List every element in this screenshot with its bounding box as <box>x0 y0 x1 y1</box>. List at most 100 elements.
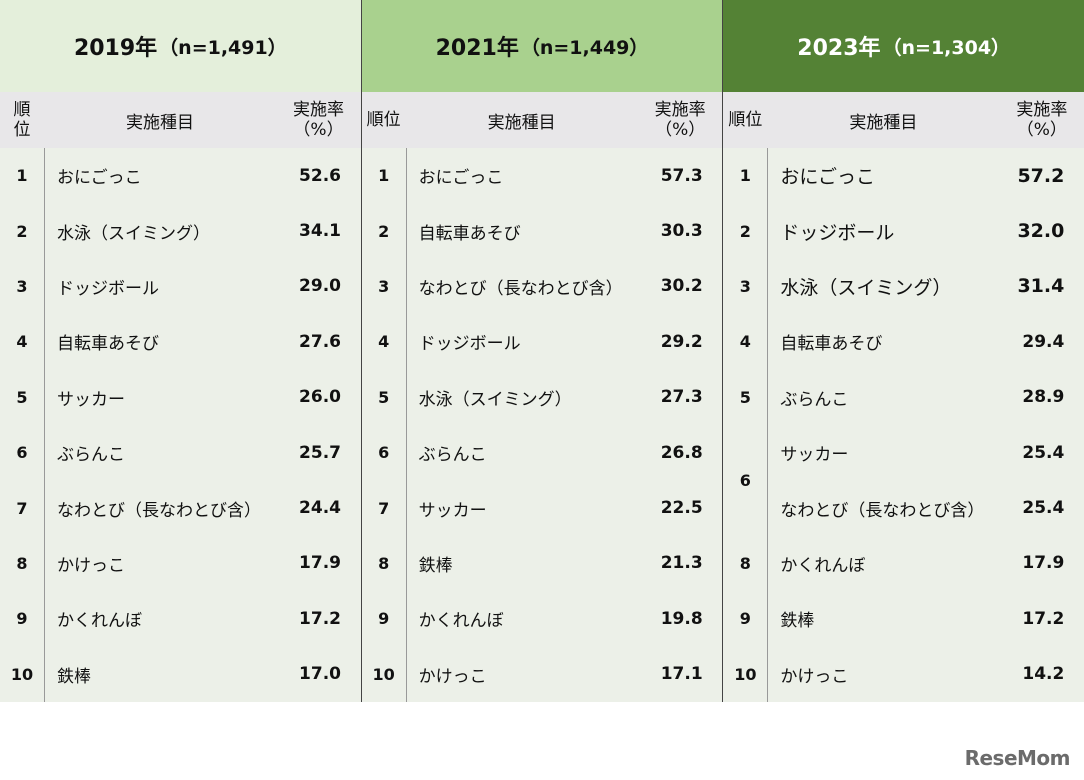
rank-cell: 5 <box>378 387 390 407</box>
rank-cell: 8 <box>16 553 28 573</box>
rate-cell: 17.9 <box>299 553 341 574</box>
rank-cell: 2 <box>378 221 390 241</box>
rank-cell: 4 <box>16 332 28 352</box>
item-cell: 鉄棒 <box>418 555 453 576</box>
table-row: 5 水泳（スイミング） 27.3 <box>362 370 723 425</box>
table-row: 7 サッカー 22.5 <box>362 480 723 535</box>
table-body: 1 おにごっこ 57.3 2 自転車あそび 30.3 3 なわとび（長なわとび含） 30.2 4 ド… <box>361 148 723 702</box>
rank-cell: 3 <box>739 276 751 296</box>
rate-cell: 17.0 <box>299 664 341 685</box>
table-row: 2 水泳（スイミング） 34.1 <box>0 203 361 258</box>
rank-cell: 9 <box>378 609 390 629</box>
item-cell: なわとび（長なわとび含） <box>57 500 261 521</box>
table-row: 7 なわとび（長なわとび含） 24.4 <box>0 480 361 535</box>
panel-2021: 2021年 （n=1,449） 順位 実施種目 実施率 （%） 1 おにごっこ 57.3… <box>360 0 723 702</box>
rate-cell: 32.0 <box>1017 220 1065 243</box>
item-cell: 水泳（スイミング） <box>57 223 210 244</box>
rate-cell: 29.0 <box>299 276 341 297</box>
rate-cell: 57.3 <box>660 165 703 186</box>
rate-cell: 25.4 <box>1022 442 1065 463</box>
rate-cell: 19.8 <box>660 608 703 629</box>
item-header: 実施種目 <box>126 112 194 133</box>
item-cell: サッカー <box>780 445 849 466</box>
table-row: サッカー 25.4 <box>723 425 1084 480</box>
rate-cell: 34.1 <box>299 221 341 242</box>
rank-cell: 9 <box>16 609 28 629</box>
table-row: なわとび（長なわとび含） 25.4 <box>723 480 1084 535</box>
rank-cell: 5 <box>16 387 28 407</box>
table-row: 1 おにごっこ 57.3 <box>362 148 723 203</box>
item-cell: ドッジボール <box>57 278 159 299</box>
panel-2019: 2019年 （n=1,491） 順位 実施種目 実施率 （%） 1 おにごっこ 52.6… <box>0 0 361 702</box>
table-row: 3 水泳（スイミング） 31.4 <box>723 259 1084 314</box>
rank-cell: 10 <box>10 664 34 684</box>
table-row: 10 かけっこ 17.1 <box>362 647 723 702</box>
table-row: 8 かけっこ 17.9 <box>0 536 361 591</box>
rate-header: 実施率 （%） <box>1016 100 1068 140</box>
rate-cell: 21.3 <box>660 553 703 574</box>
table-row: 9 かくれんぼ 17.2 <box>0 591 361 646</box>
rank-header: 順位 <box>13 100 31 140</box>
item-cell: ぶらんこ <box>57 445 125 466</box>
rank-cell: 8 <box>378 553 390 573</box>
rank-cell: 5 <box>739 387 751 407</box>
item-cell: おにごっこ <box>57 168 142 189</box>
rate-cell: 25.4 <box>1022 498 1065 519</box>
rate-cell: 57.2 <box>1017 164 1065 187</box>
rank-cell: 10 <box>734 664 757 684</box>
item-cell: かけっこ <box>418 666 487 687</box>
rate-cell: 29.4 <box>1022 331 1065 352</box>
rank-cell: 4 <box>378 332 390 352</box>
year-label: 2021年 <box>435 36 519 61</box>
rate-cell: 14.2 <box>1022 664 1065 685</box>
table-row: 8 鉄棒 21.3 <box>362 536 723 591</box>
table-row: 9 かくれんぼ 19.8 <box>362 591 723 646</box>
item-cell: ドッジボール <box>418 334 521 355</box>
rate-cell: 52.6 <box>299 165 341 186</box>
item-cell: おにごっこ <box>780 166 875 189</box>
rank-cell-merged: 6 <box>739 470 751 490</box>
rate-cell: 17.2 <box>299 608 341 629</box>
rank-cell: 1 <box>739 166 751 186</box>
rate-header: 実施率 （%） <box>293 100 344 140</box>
table-row: 6 ぶらんこ 25.7 <box>0 425 361 480</box>
rate-cell: 26.0 <box>299 387 341 408</box>
rate-cell: 30.2 <box>660 276 703 297</box>
rank-cell: 3 <box>16 276 28 296</box>
column-header: 順位 実施種目 実施率 （%） <box>0 92 361 148</box>
column-header: 順位 実施種目 実施率 （%） <box>361 92 723 148</box>
rank-header: 順位 <box>728 110 763 130</box>
rank-cell: 8 <box>739 553 751 573</box>
rate-cell: 27.6 <box>299 331 341 352</box>
item-cell: 水泳（スイミング） <box>418 389 572 410</box>
rank-cell: 1 <box>16 166 28 186</box>
rate-cell: 24.4 <box>299 498 341 519</box>
rate-cell: 29.2 <box>660 331 703 352</box>
rank-cell: 6 <box>378 443 390 463</box>
item-cell: サッカー <box>57 389 125 410</box>
rate-cell: 17.9 <box>1022 553 1065 574</box>
table-row: 4 ドッジボール 29.2 <box>362 314 723 369</box>
table-body: 1 おにごっこ 52.6 2 水泳（スイミング） 34.1 3 ドッジボール 29.0 4 自転車あ… <box>0 148 361 702</box>
sample-size: （n=1,304） <box>882 36 1011 59</box>
rate-cell: 17.2 <box>1022 608 1065 629</box>
rate-cell: 28.9 <box>1022 387 1065 408</box>
table-row: 3 ドッジボール 29.0 <box>0 259 361 314</box>
table-row: 5 サッカー 26.0 <box>0 370 361 425</box>
item-cell: かくれんぼ <box>780 555 866 576</box>
item-cell: 自転車あそび <box>418 223 521 244</box>
table-row: 10 かけっこ 14.2 <box>723 647 1084 702</box>
rate-cell: 25.7 <box>299 442 341 463</box>
rate-cell: 27.3 <box>660 387 703 408</box>
table-row: 1 おにごっこ 52.6 <box>0 148 361 203</box>
table-row: 10 鉄棒 17.0 <box>0 647 361 702</box>
ranking-table: 2019年 （n=1,491） 順位 実施種目 実施率 （%） 1 おにごっこ 52.6… <box>0 0 1084 702</box>
rank-cell: 10 <box>372 664 395 684</box>
rank-header: 順位 <box>366 110 401 130</box>
rank-cell: 6 <box>16 443 28 463</box>
item-cell: かけっこ <box>57 555 125 576</box>
panel-title: 2019年 （n=1,491） <box>0 0 361 92</box>
table-row: 2 自転車あそび 30.3 <box>362 203 723 258</box>
rate-cell: 22.5 <box>660 498 703 519</box>
rank-cell: 7 <box>378 498 390 518</box>
